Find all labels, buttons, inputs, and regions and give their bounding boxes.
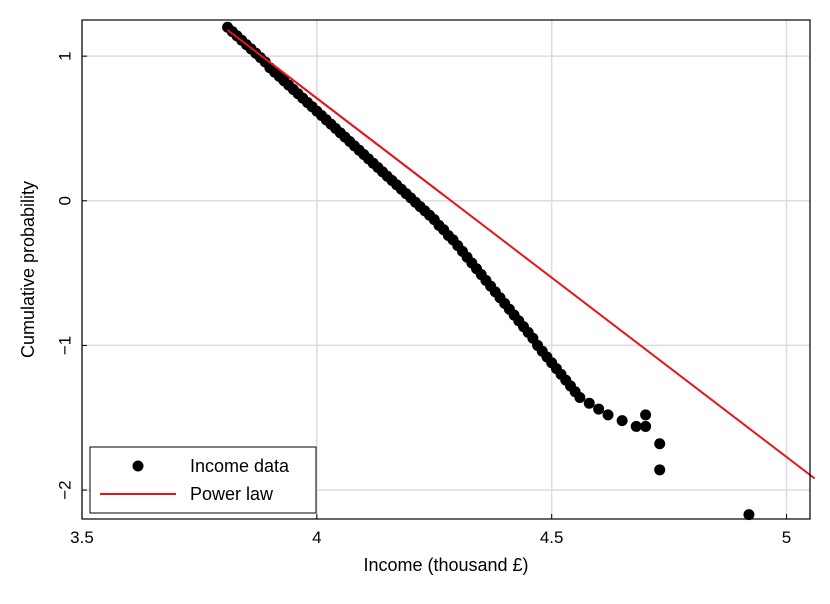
legend-label-power-law: Power law — [190, 484, 274, 504]
axis-ticks: 3.5 4 4.5 5 1 0 −1 −2 — [55, 51, 791, 547]
grid-lines — [81, 20, 810, 519]
power-law-line-overlay — [226, 29, 445, 196]
data-point — [583, 397, 595, 409]
data-point — [654, 438, 666, 450]
data-point — [640, 420, 652, 432]
y-tick-label: −1 — [55, 336, 74, 355]
plot-frame — [81, 19, 811, 520]
data-point — [654, 464, 666, 476]
x-tick-label: 4.5 — [540, 528, 564, 547]
legend-box — [89, 446, 317, 514]
y-axis-label: Cumulative probability — [18, 181, 38, 358]
data-point — [640, 409, 652, 421]
x-axis-label: Income (thousand £) — [363, 555, 528, 575]
legend-label-income-data: Income data — [190, 456, 290, 476]
data-point — [602, 409, 614, 421]
data-point — [630, 420, 642, 432]
y-tick-label: 0 — [55, 196, 74, 205]
data-point — [743, 509, 755, 521]
y-tick-label: −2 — [55, 480, 74, 499]
legend: Income data Power law — [89, 446, 317, 514]
data-point — [574, 392, 586, 404]
x-tick-label: 5 — [782, 528, 791, 547]
legend-marker-income-data — [132, 460, 144, 472]
x-tick-label: 4 — [312, 528, 321, 547]
y-tick-label: 1 — [55, 51, 74, 60]
data-point — [616, 415, 628, 427]
data-point — [593, 403, 605, 415]
income-data-series — [222, 21, 755, 521]
x-tick-label: 3.5 — [70, 528, 94, 547]
